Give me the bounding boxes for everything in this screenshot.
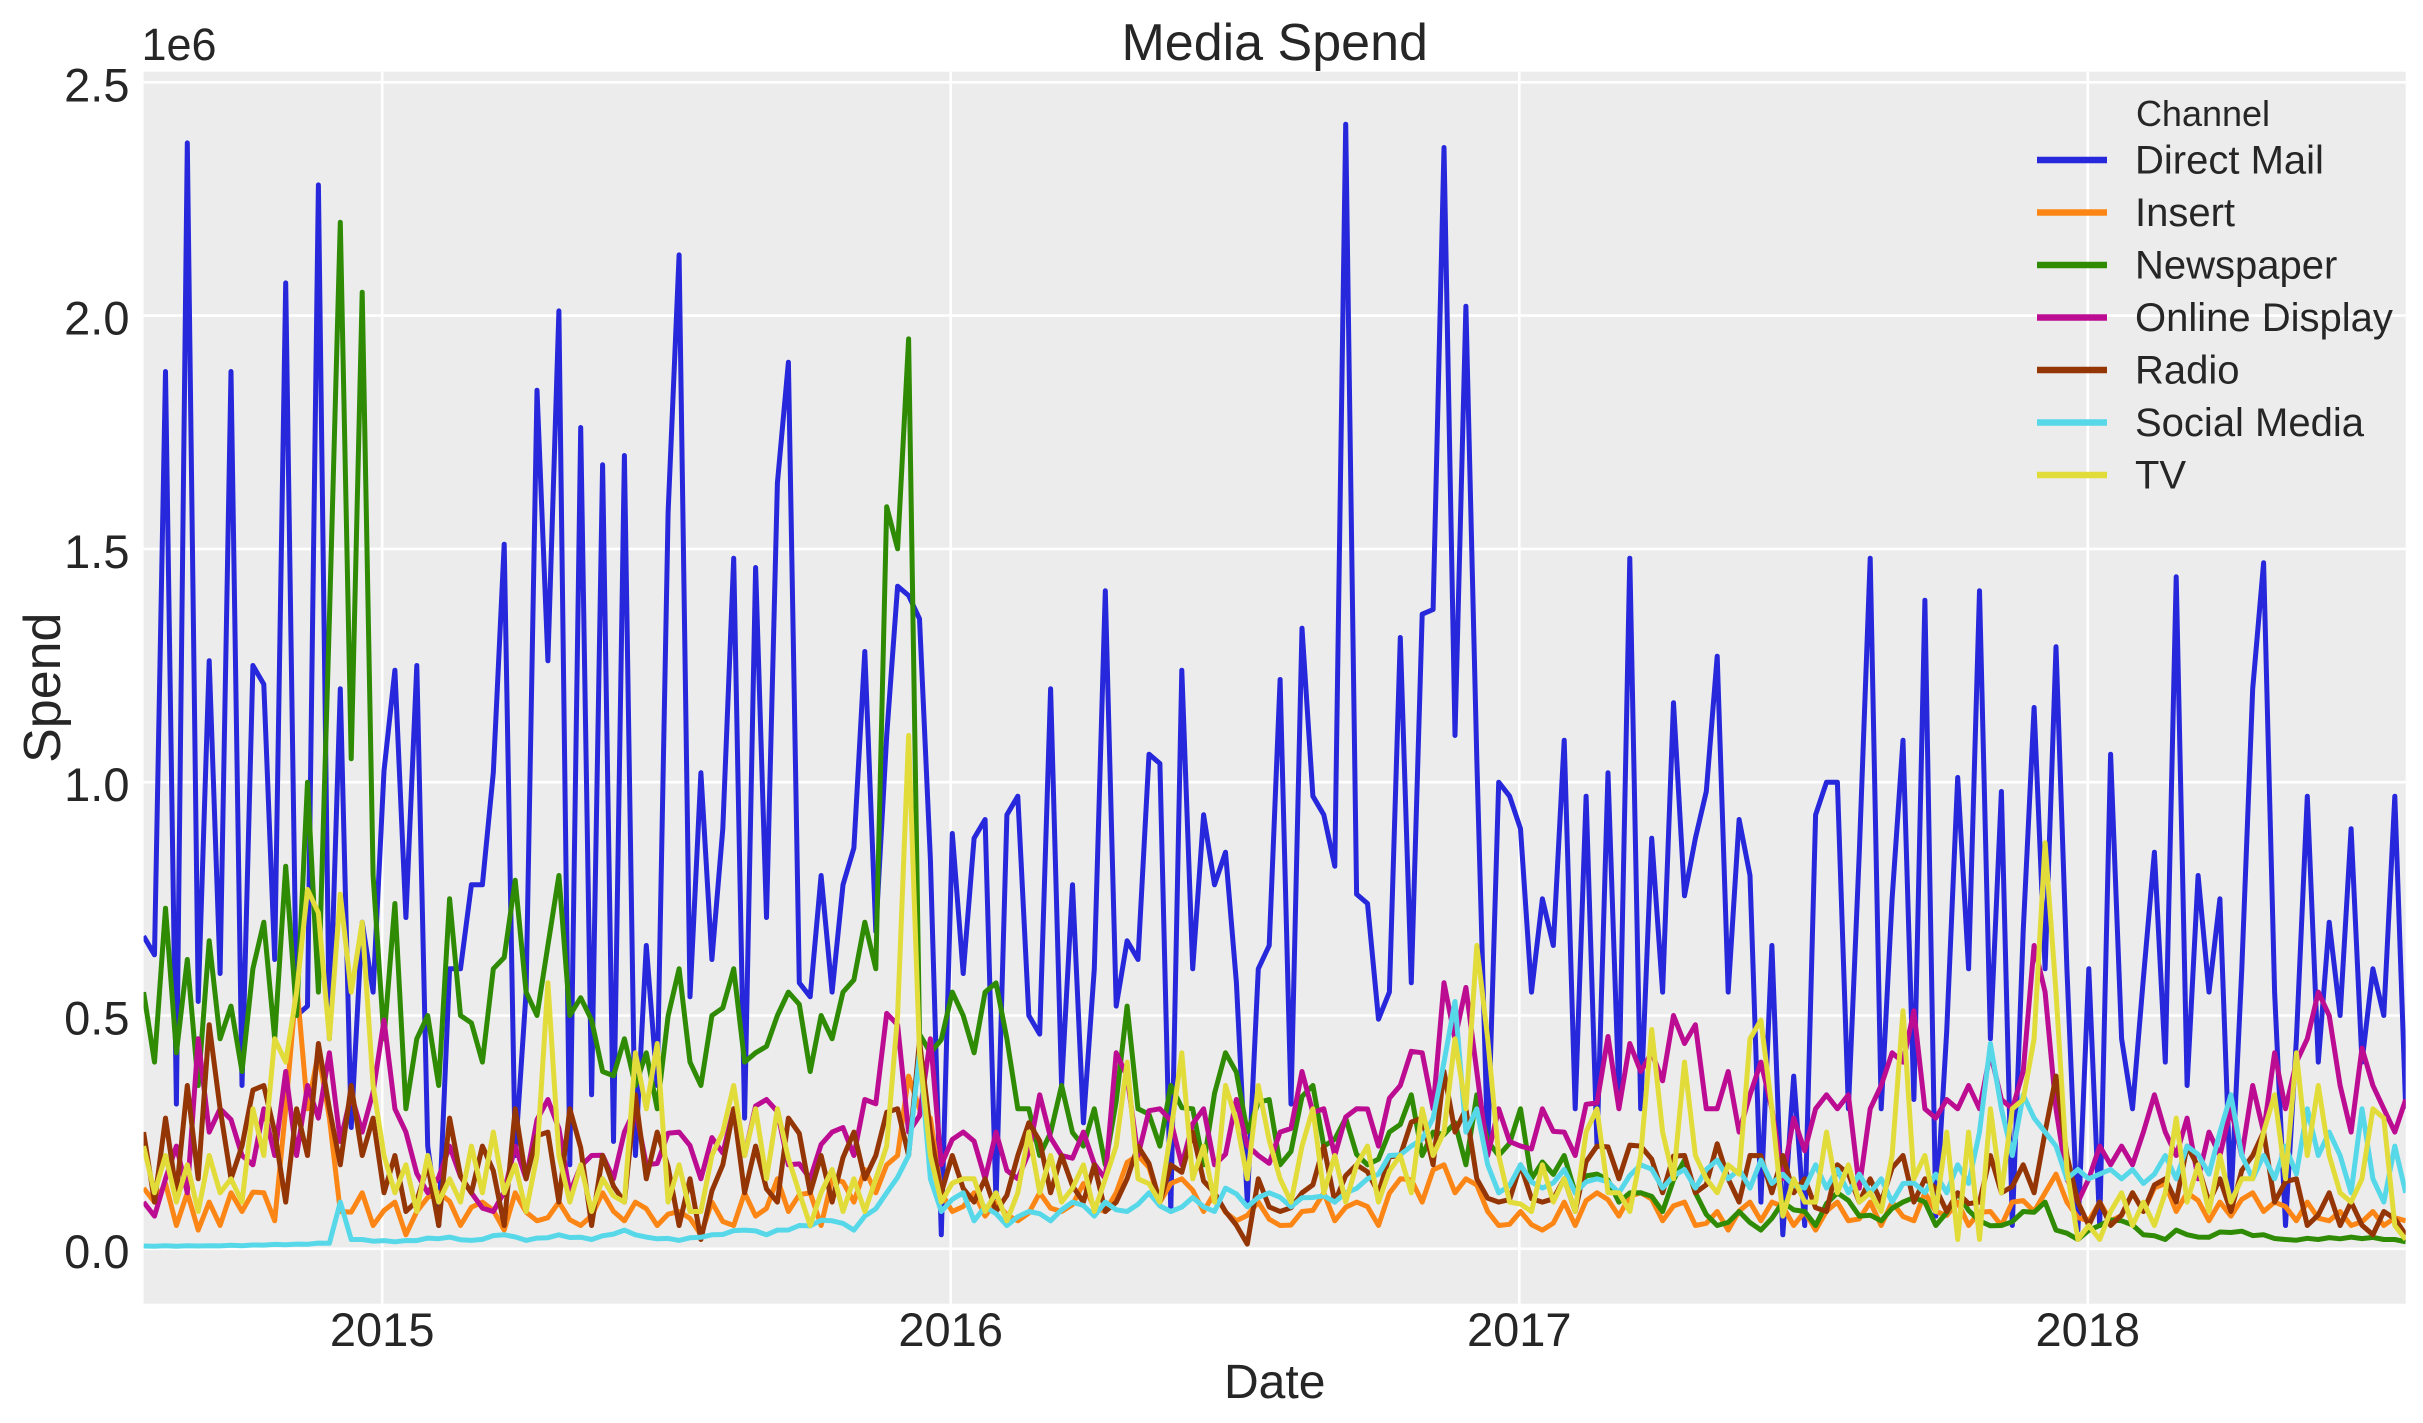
svg-text:Insert: Insert [2135,191,2235,235]
svg-text:Channel: Channel [2136,93,2270,134]
svg-text:2016: 2016 [898,1303,1003,1356]
svg-text:Radio: Radio [2135,349,2240,393]
svg-text:Direct Mail: Direct Mail [2135,139,2324,183]
svg-text:Online Display: Online Display [2135,296,2393,340]
svg-text:Date: Date [1224,1356,1325,1409]
svg-text:Newspaper: Newspaper [2135,244,2337,288]
svg-text:2.5: 2.5 [64,58,129,111]
svg-text:Social Media: Social Media [2135,401,2365,445]
svg-text:2.0: 2.0 [64,292,129,345]
svg-text:Spend: Spend [14,613,72,763]
svg-text:2018: 2018 [2036,1303,2141,1356]
svg-text:1.0: 1.0 [64,758,129,811]
svg-text:0.0: 0.0 [64,1225,129,1278]
svg-text:1.5: 1.5 [64,525,129,578]
svg-text:0.5: 0.5 [64,992,129,1045]
svg-text:2015: 2015 [330,1303,435,1356]
svg-text:TV: TV [2135,454,2186,498]
svg-text:2017: 2017 [1467,1303,1572,1356]
svg-text:1e6: 1e6 [142,19,217,70]
svg-text:Media Spend: Media Spend [1121,14,1427,72]
